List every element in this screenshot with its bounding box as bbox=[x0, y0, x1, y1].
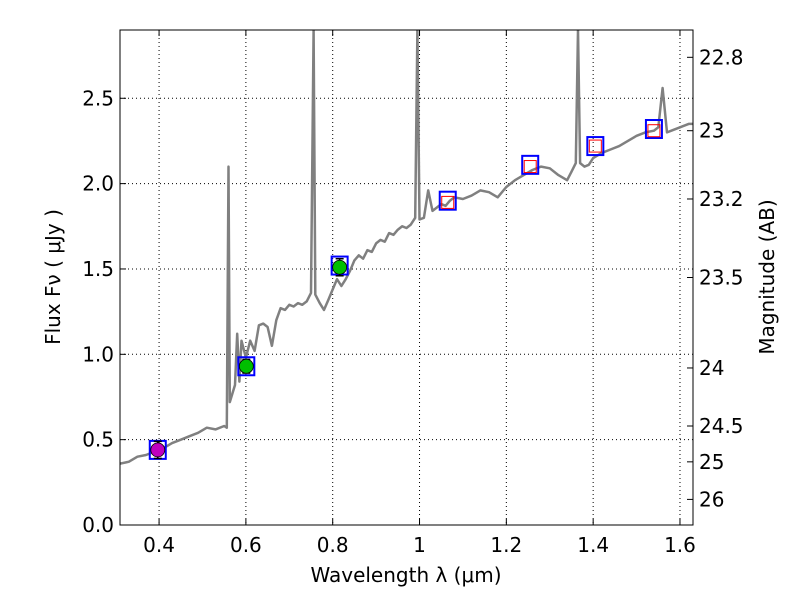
observed-flux-point bbox=[332, 259, 348, 275]
observed-flux-point bbox=[150, 442, 166, 458]
y2-tick-label: 26 bbox=[699, 487, 724, 511]
x-tick-label: 0.6 bbox=[230, 533, 262, 557]
y-axis-label: Flux Fν ( μJy ) bbox=[41, 209, 65, 345]
sed-line bbox=[120, 30, 693, 465]
model-flux-square bbox=[438, 190, 457, 211]
model-flux-square bbox=[586, 136, 605, 157]
grid-lines bbox=[120, 30, 693, 525]
observed-flux-point bbox=[238, 358, 254, 374]
y-tick-label: 2.5 bbox=[82, 86, 114, 110]
x-axis-label: Wavelength λ (μm) bbox=[310, 563, 501, 587]
axes: 0.4 0.6 0.8 1 1.2 1.4 1.6 0.0 0.5 1.0 1.5 2.0 2.5 22.… bbox=[82, 30, 744, 557]
upper-flux-square bbox=[441, 195, 455, 209]
x-tick-label: 0.4 bbox=[143, 533, 175, 557]
y2-tick-label: 23.5 bbox=[699, 266, 744, 290]
x-tick-label: 1 bbox=[413, 533, 426, 557]
upper-flux-square bbox=[523, 160, 537, 174]
y2-tick-label: 23.2 bbox=[699, 187, 744, 211]
model-flux-square bbox=[521, 154, 540, 175]
upper-flux-square bbox=[647, 124, 661, 138]
y2-tick-label: 25 bbox=[699, 450, 724, 474]
y2-tick-label: 24.5 bbox=[699, 414, 744, 438]
photometry-points bbox=[148, 119, 663, 460]
upper-flux-square bbox=[588, 139, 602, 153]
x-tick-label: 1.4 bbox=[577, 533, 609, 557]
y-tick-label: 0.0 bbox=[82, 513, 114, 537]
x-tick-label: 0.8 bbox=[317, 533, 349, 557]
y-tick-label: 0.5 bbox=[82, 428, 114, 452]
y2-axis-label: Magnitude (AB) bbox=[755, 199, 779, 354]
x-tick-label: 1.6 bbox=[664, 533, 696, 557]
y2-tick-label: 23 bbox=[699, 119, 724, 143]
x-tick-label: 1.2 bbox=[490, 533, 522, 557]
model-flux-square bbox=[237, 356, 256, 377]
y-tick-label: 2.0 bbox=[82, 172, 114, 196]
y2-tick-label: 22.8 bbox=[699, 45, 744, 69]
model-flux-square bbox=[644, 119, 663, 139]
y-tick-label: 1.5 bbox=[82, 257, 114, 281]
plot-frame bbox=[119, 29, 694, 526]
y-tick-label: 1.0 bbox=[82, 342, 114, 366]
y2-tick-label: 24 bbox=[699, 356, 724, 380]
series-layer bbox=[120, 30, 693, 465]
